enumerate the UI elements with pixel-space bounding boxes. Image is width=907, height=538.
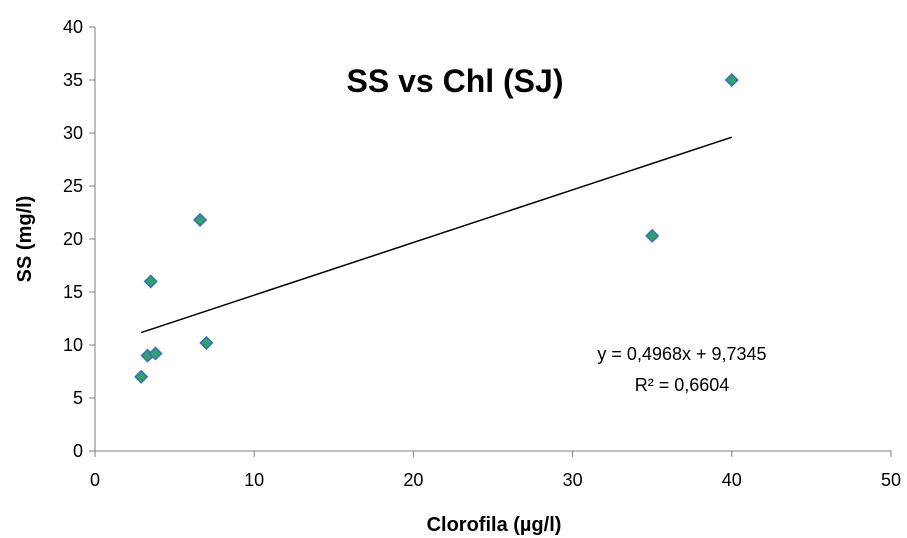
x-axis-ticks: 0 10 20 30 40 50 bbox=[90, 451, 901, 490]
y-tick-label: 10 bbox=[63, 335, 83, 355]
y-tick-label: 15 bbox=[63, 282, 83, 302]
data-point bbox=[134, 369, 149, 384]
y-tick-label: 20 bbox=[63, 229, 83, 249]
x-tick-label: 0 bbox=[90, 470, 100, 490]
data-point bbox=[193, 212, 208, 227]
x-tick-label: 20 bbox=[403, 470, 423, 490]
y-axis-title: SS (mg/l) bbox=[14, 196, 36, 283]
data-point bbox=[148, 346, 163, 361]
chart-title: SS vs Chl (SJ) bbox=[347, 63, 564, 99]
y-axis-ticks: 0 5 10 15 20 25 30 35 40 bbox=[63, 17, 95, 461]
y-tick-label: 5 bbox=[73, 388, 83, 408]
r-squared-label: R² = 0,6604 bbox=[635, 375, 730, 395]
trendline bbox=[140, 136, 733, 334]
y-tick-label: 25 bbox=[63, 176, 83, 196]
data-point bbox=[645, 228, 660, 243]
data-points bbox=[134, 72, 739, 384]
data-point bbox=[143, 274, 158, 289]
x-tick-label: 50 bbox=[881, 470, 901, 490]
trendline-equation: y = 0,4968x + 9,7345 bbox=[597, 344, 766, 364]
y-tick-label: 30 bbox=[63, 123, 83, 143]
x-tick-label: 40 bbox=[722, 470, 742, 490]
data-point bbox=[199, 335, 214, 350]
y-tick-label: 40 bbox=[63, 17, 83, 37]
data-point bbox=[724, 72, 739, 88]
x-axis-title: Clorofila (µg/l) bbox=[427, 514, 562, 536]
y-tick-label: 0 bbox=[73, 441, 83, 461]
x-tick-label: 30 bbox=[563, 470, 583, 490]
x-tick-label: 10 bbox=[244, 470, 264, 490]
y-tick-label: 35 bbox=[63, 70, 83, 90]
